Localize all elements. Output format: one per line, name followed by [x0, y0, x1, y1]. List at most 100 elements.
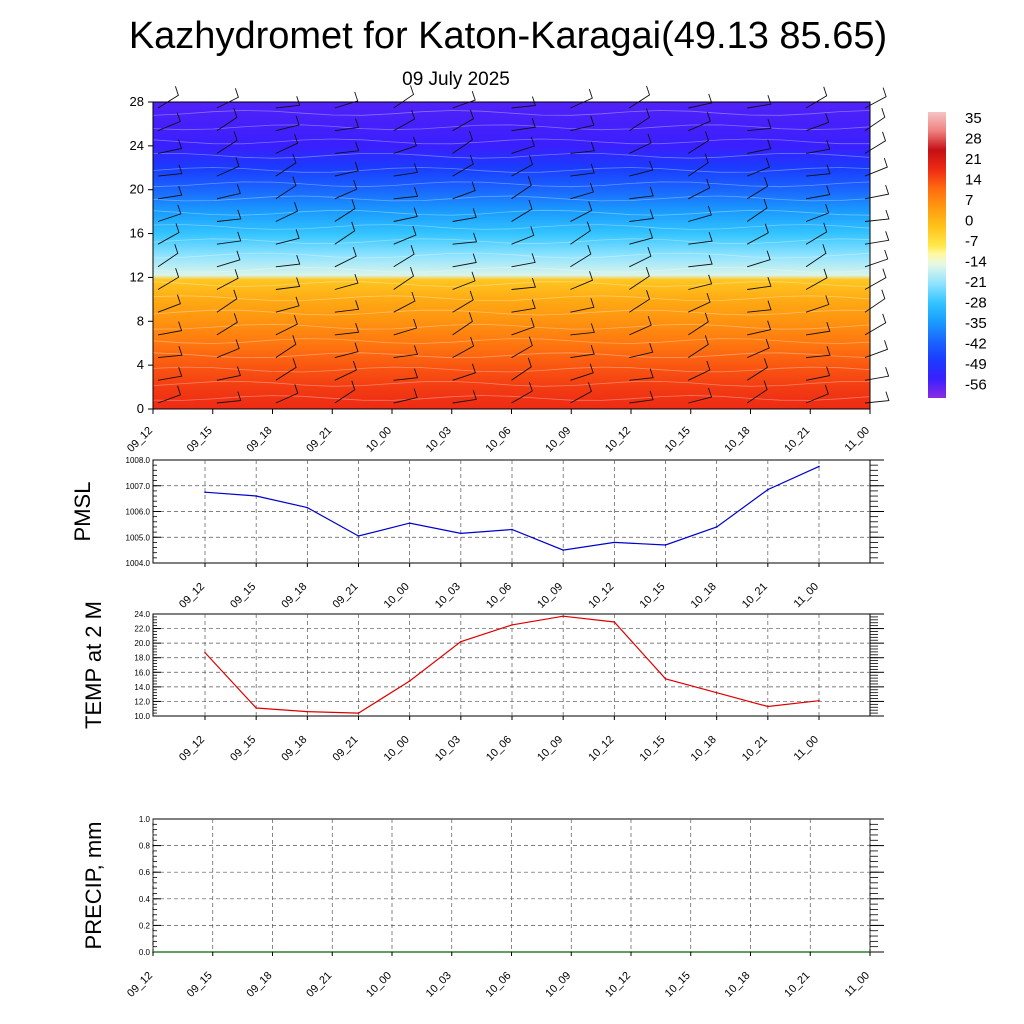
wind-barb [629, 267, 650, 290]
wind-barb [688, 93, 713, 109]
grid [153, 460, 870, 563]
contour-line [152, 309, 871, 316]
wind-barb [334, 91, 359, 109]
wind-barb [157, 86, 179, 109]
contour-line [152, 352, 871, 359]
data-point [767, 488, 769, 491]
wind-barb [511, 317, 535, 336]
y-tick-label: 4 [137, 357, 144, 372]
x-tick-label: 09_18 [279, 581, 309, 611]
wind-barb [511, 336, 533, 358]
wind-barb [570, 182, 594, 200]
wind-barb [334, 342, 359, 359]
wind-barb [570, 201, 593, 222]
wind-barb [334, 380, 356, 404]
wind-barb [452, 312, 473, 336]
y-tick-label: 1007.0 [126, 482, 151, 491]
data-point [204, 491, 206, 493]
wind-barb [157, 185, 183, 200]
wind-barb [805, 244, 827, 268]
contour-line [152, 238, 871, 245]
x-tick-label: 10_21 [782, 425, 812, 455]
contour-line [152, 338, 871, 344]
y-tick-label: 12 [130, 269, 144, 284]
wind-barb [864, 367, 890, 381]
wind-barb [275, 176, 297, 200]
x-tick-label: 09_12 [177, 581, 207, 611]
x-tick-label: 10_18 [689, 581, 719, 611]
x-tick-label: 10_00 [382, 581, 412, 611]
contour-line [153, 152, 871, 159]
wind-barb [864, 289, 886, 313]
wind-barb [747, 300, 772, 313]
data-point [306, 710, 309, 713]
x-tick-label: 10_18 [723, 425, 753, 455]
y-tick-label: 20.0 [134, 639, 150, 648]
wind-barb [334, 246, 357, 268]
x-tick-label: 09_21 [331, 581, 361, 611]
y-tick-label: 1008.0 [126, 456, 151, 465]
x-tick-label: 10_18 [689, 734, 719, 764]
wind-barb [864, 184, 890, 200]
y-tick-label: 10.0 [134, 712, 150, 721]
wind-barb [452, 181, 476, 200]
x-tick-label: 10_12 [603, 970, 633, 1000]
wind-barb [746, 223, 769, 245]
data-point [357, 712, 360, 714]
wind-barb [216, 184, 241, 200]
x-tick-label: 09_12 [125, 425, 155, 455]
wind-barb [806, 164, 831, 177]
data-point [613, 621, 616, 623]
contour-line [152, 224, 871, 230]
wind-barb [688, 387, 713, 404]
contour-line [152, 323, 871, 330]
x-tick-label: 10_00 [364, 970, 394, 1000]
contour-line [152, 266, 871, 273]
wind-barb [275, 335, 297, 358]
wind-barb [864, 268, 887, 290]
wind-barb [570, 116, 595, 132]
wind-barb [157, 268, 180, 290]
x-tick-label: 10_15 [638, 734, 668, 764]
wind-barb [275, 153, 297, 177]
colorbar-label: -21 [965, 274, 987, 291]
x-tick-label: 09_12 [177, 734, 207, 764]
wind-barb [629, 209, 654, 222]
contour-line [152, 295, 871, 302]
wind-barb [452, 90, 476, 109]
wind-barb [806, 322, 831, 336]
wind-barb [393, 245, 415, 268]
wind-barb [334, 360, 357, 381]
wind-barb [275, 134, 299, 154]
wind-barb [805, 295, 830, 313]
x-tick-label: 11_00 [792, 734, 822, 764]
contour-line [152, 395, 871, 401]
contour-line [152, 181, 871, 188]
x-tick-label: 09_18 [279, 734, 309, 764]
y-tick-label: 0.8 [139, 842, 151, 851]
data-point [255, 495, 257, 497]
wind-barb [570, 88, 593, 109]
contour-line [152, 138, 870, 145]
colorbar [928, 112, 946, 398]
wind-barb [334, 221, 356, 245]
data-point [664, 678, 667, 680]
wind-barb [393, 136, 417, 154]
wind-barb [393, 388, 418, 404]
x-tick-label: 09_15 [185, 970, 215, 1000]
wind-barb [157, 244, 179, 268]
wind-barb [334, 118, 360, 132]
wind-barb [452, 336, 475, 358]
page-title: Kazhydromet for Katon-Karagai(49.13 85.6… [129, 15, 887, 57]
contour-line [152, 124, 871, 131]
wind-barb [629, 343, 654, 359]
wind-barb [393, 85, 415, 109]
x-tick-label: 10_03 [424, 970, 454, 1000]
plot-frame [152, 613, 871, 717]
y-tick-label: 1004.0 [126, 559, 151, 568]
y-tick-label: 0.0 [139, 948, 151, 957]
wind-barb [688, 205, 712, 222]
wind-barb [511, 96, 537, 109]
colorbar-label: -42 [965, 336, 987, 353]
colorbar-label: 7 [965, 192, 973, 209]
